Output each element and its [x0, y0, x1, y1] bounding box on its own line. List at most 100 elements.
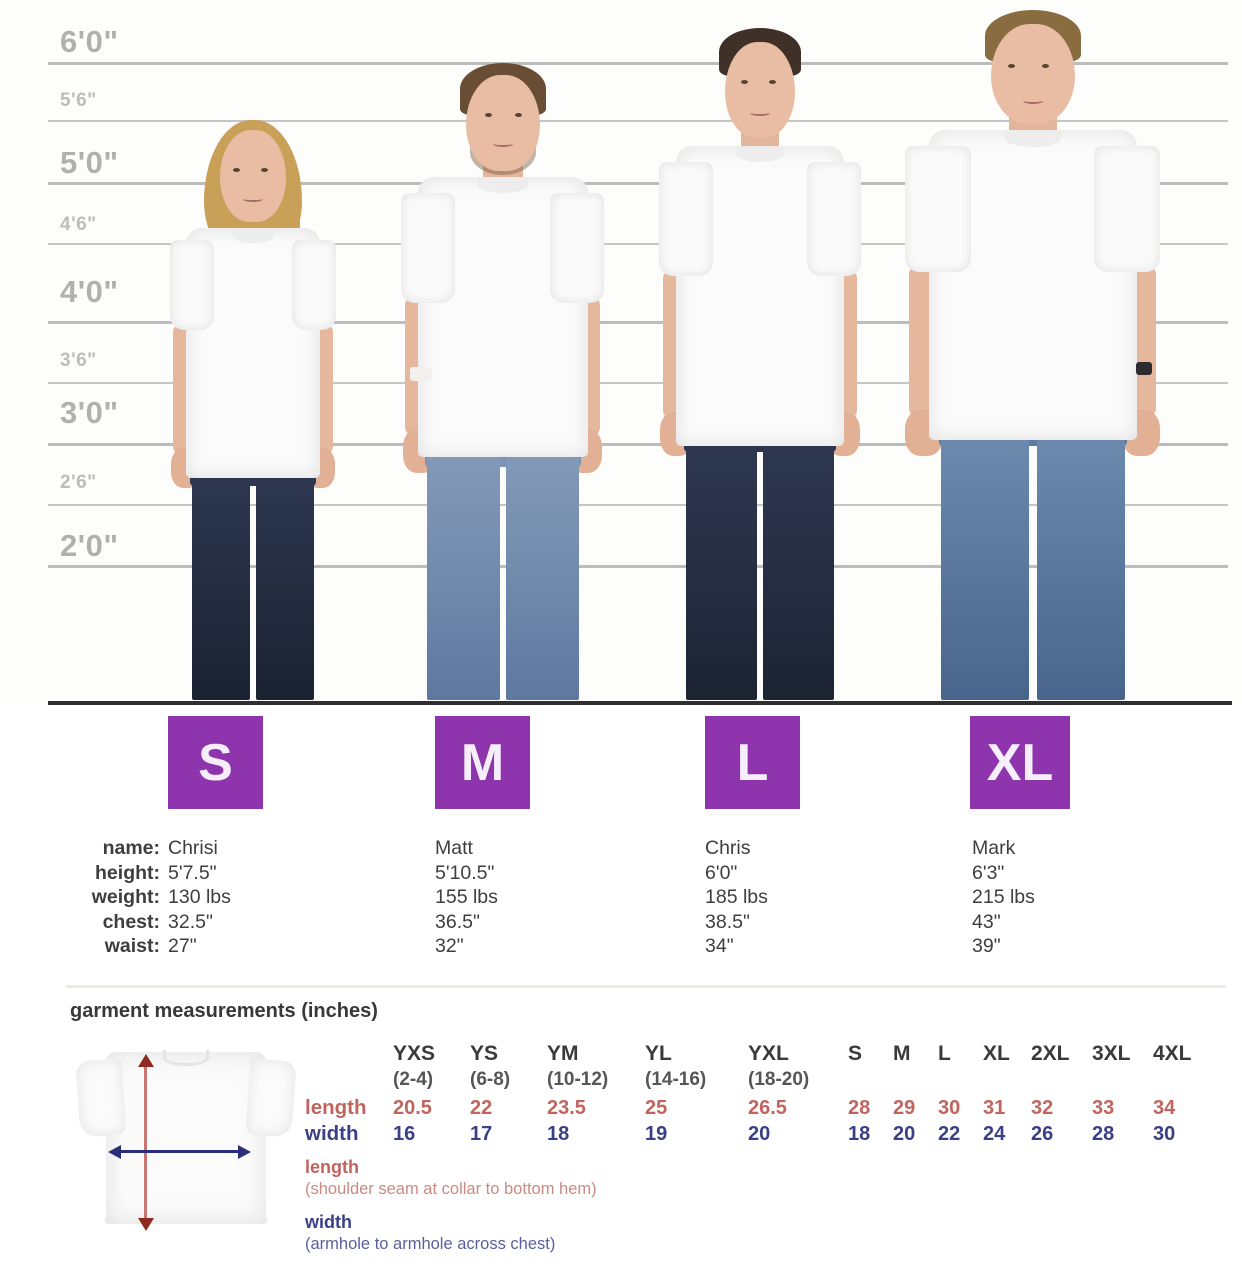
table-header-s: S	[848, 1042, 863, 1065]
height-gridline-50	[48, 182, 1228, 185]
table-width-yxl: 20	[748, 1123, 771, 1145]
stats-row-labels: name: height: weight: chest: waist:	[40, 836, 160, 959]
eye-left	[741, 80, 748, 84]
eye-right	[515, 113, 522, 117]
model-m-height: 5'10.5"	[435, 861, 495, 884]
height-gridline-40	[48, 321, 1228, 324]
height-gridline-20	[48, 565, 1228, 568]
head	[465, 75, 540, 171]
table-length-ys: 22	[470, 1097, 493, 1119]
table-length-yxs: 20.5	[393, 1097, 432, 1119]
table-agerange-yl: (14-16)	[645, 1069, 707, 1090]
head	[990, 24, 1075, 124]
size-badge-l[interactable]: L	[705, 716, 800, 809]
model-m-weight: 155 lbs	[435, 886, 498, 908]
height-tick-label-4: 4'0"	[60, 274, 119, 309]
table-length-yl: 25	[645, 1097, 668, 1119]
leg-right	[1036, 436, 1125, 700]
table-length-xl: 31	[983, 1097, 1006, 1119]
row-label-width: width	[305, 1122, 359, 1145]
length-arrow-line	[144, 1062, 147, 1222]
height-gridline-26	[48, 504, 1228, 506]
model-s-chest: 32.5"	[168, 910, 213, 933]
table-header-m: M	[893, 1042, 911, 1065]
model-photo-s	[148, 100, 358, 700]
eye-left	[1008, 64, 1015, 68]
table-header-xl: XL	[983, 1042, 1010, 1065]
model-photo-l	[645, 28, 875, 700]
model-s-height: 5'7.5"	[168, 861, 217, 884]
tee-sleeve-left	[75, 1058, 127, 1138]
table-length-yxl: 26.5	[748, 1097, 787, 1119]
height-tick-label-8: 2'0"	[60, 528, 119, 563]
table-width-2xl: 26	[1031, 1123, 1054, 1145]
table-header-2xl: 2XL	[1031, 1042, 1070, 1065]
model-l-weight: 185 lbs	[705, 886, 768, 908]
sleeve-left	[905, 146, 971, 272]
model-stats-s: Chrisi 5'7.5" 130 lbs 32.5" 27"	[168, 836, 231, 959]
wrist-band	[410, 367, 432, 381]
sleeve-right	[1094, 146, 1160, 272]
wristwatch	[1136, 362, 1152, 375]
stats-label-waist: waist:	[104, 935, 160, 957]
table-width-m: 20	[893, 1123, 916, 1145]
legend-length-description: (shoulder seam at collar to bottom hem)	[305, 1180, 597, 1198]
tshirt-measurement-diagram	[75, 1038, 297, 1263]
tee-body	[106, 1052, 266, 1224]
head	[220, 130, 286, 222]
table-width-s: 18	[848, 1123, 871, 1145]
model-stats-m: Matt 5'10.5" 155 lbs 36.5" 32"	[435, 836, 498, 959]
height-tick-label-7: 2'6"	[60, 472, 97, 493]
table-length-ym: 23.5	[547, 1097, 586, 1119]
mouth	[492, 141, 513, 147]
width-arrow-head-left	[108, 1145, 121, 1159]
length-arrow-head-top	[138, 1054, 154, 1067]
leg-left	[686, 442, 757, 700]
table-width-ys: 17	[470, 1123, 493, 1145]
leg-right	[505, 457, 579, 700]
height-gridline-36	[48, 382, 1228, 384]
table-agerange-ym: (10-12)	[547, 1069, 609, 1090]
table-agerange-yxl: (18-20)	[748, 1069, 810, 1090]
floor-line	[48, 701, 1232, 705]
model-s-waist: 27"	[168, 935, 197, 957]
legend-width-description: (armhole to armhole across chest)	[305, 1235, 556, 1253]
model-l-chest: 38.5"	[705, 910, 750, 933]
table-length-l: 30	[938, 1097, 961, 1119]
model-photo-m	[385, 55, 620, 700]
table-width-l: 22	[938, 1123, 961, 1145]
model-m-name: Matt	[435, 837, 473, 859]
jeans	[938, 414, 1127, 700]
tee-collar	[162, 1050, 209, 1066]
stats-label-name: name:	[102, 837, 160, 859]
leg-left	[192, 476, 250, 700]
model-xl-height: 6'3"	[972, 861, 1005, 884]
table-length-3xl: 33	[1092, 1097, 1115, 1119]
stats-label-weight: weight:	[91, 886, 160, 908]
table-header-yxl: YXL	[748, 1042, 789, 1065]
sleeve-left	[401, 193, 455, 303]
size-badge-m[interactable]: M	[435, 716, 530, 809]
row-label-length: length	[305, 1096, 367, 1119]
sleeve-left	[170, 240, 214, 330]
size-badge-s[interactable]: S	[168, 716, 263, 809]
leg-right	[763, 442, 834, 700]
legend-length-title: length	[305, 1157, 359, 1177]
model-s-name: Chrisi	[168, 837, 218, 859]
collar	[232, 228, 274, 243]
leg-right	[256, 476, 314, 700]
height-tick-label-3: 4'6"	[60, 214, 97, 235]
eye-right	[769, 80, 776, 84]
table-header-l: L	[938, 1042, 951, 1065]
model-stats-l: Chris 6'0" 185 lbs 38.5" 34"	[705, 836, 768, 959]
table-header-4xl: 4XL	[1153, 1042, 1192, 1065]
table-header-ym: YM	[547, 1042, 579, 1065]
collar	[477, 177, 528, 193]
table-agerange-ys: (6-8)	[470, 1069, 511, 1090]
size-badge-xl[interactable]: XL	[970, 716, 1070, 809]
width-arrow-head-right	[238, 1145, 251, 1159]
stats-label-height: height:	[95, 861, 160, 884]
model-xl-name: Mark	[972, 837, 1016, 859]
head	[725, 42, 795, 138]
